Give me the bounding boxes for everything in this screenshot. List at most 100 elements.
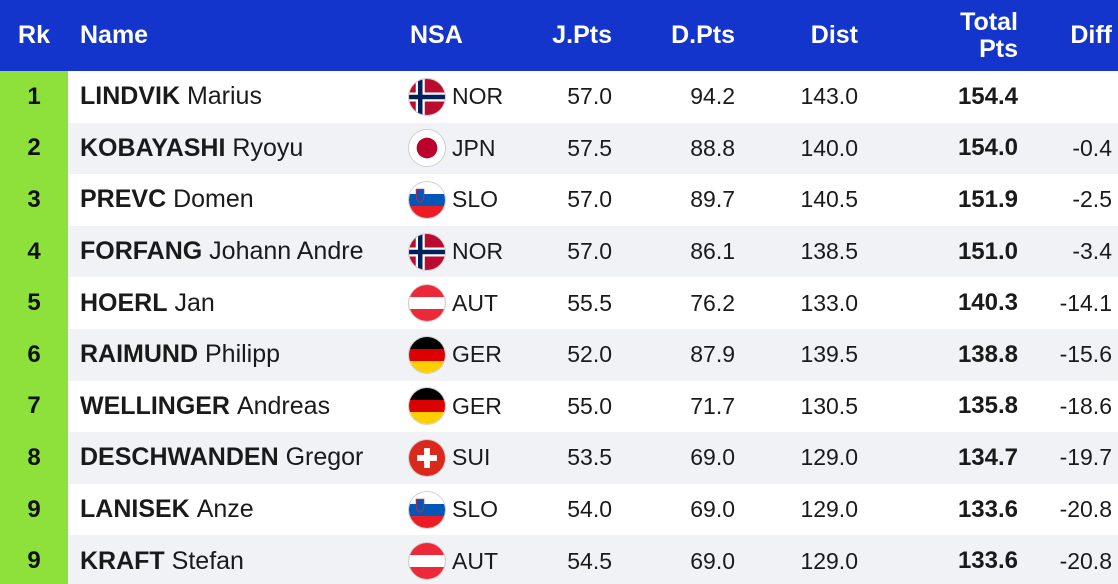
jump-points: 55.5 xyxy=(567,289,612,316)
nation-code: AUT xyxy=(452,547,498,574)
nation-code: JPN xyxy=(452,134,496,161)
points-difference: -20.8 xyxy=(1059,547,1112,574)
nation-cell: NOR xyxy=(408,226,503,278)
distance: 129.0 xyxy=(800,496,858,523)
rank-cell: 2 xyxy=(0,122,68,175)
jump-points: 54.5 xyxy=(567,547,612,574)
distance: 133.0 xyxy=(800,289,858,316)
athlete-name[interactable]: RAIMUND Philipp xyxy=(80,329,280,381)
header-jump-points[interactable]: J.Pts xyxy=(552,21,612,49)
jump-points: 57.5 xyxy=(567,134,612,161)
table-row[interactable]: 6 RAIMUND Philipp GER 52.0 87.9 139.5 138.8 -15… xyxy=(0,328,1118,381)
germany-flag-icon xyxy=(408,387,446,426)
distance-points: 69.0 xyxy=(690,444,735,471)
total-points: 135.8 xyxy=(957,392,1018,420)
points-difference: -14.1 xyxy=(1059,289,1112,316)
rank-cell: 7 xyxy=(0,380,68,433)
distance-points: 94.2 xyxy=(690,83,735,110)
nation-cell: SLO xyxy=(408,174,498,226)
header-name[interactable]: Name xyxy=(80,21,149,49)
nation-cell: AUT xyxy=(408,535,498,584)
nation-cell: SLO xyxy=(408,484,498,536)
rank-cell: 4 xyxy=(0,225,68,278)
austria-flag-icon xyxy=(408,542,446,581)
table-row[interactable]: 8 DESCHWANDEN Gregor SUI 53.5 69.0 129.0 134.7… xyxy=(0,432,1118,484)
distance: 140.5 xyxy=(800,186,858,213)
athlete-name[interactable]: HOERL Jan xyxy=(80,277,215,329)
header-total-points[interactable]: Total Pts xyxy=(920,0,1018,71)
header-distance-points[interactable]: D.Pts xyxy=(671,21,735,49)
total-points: 133.6 xyxy=(957,547,1018,575)
table-row[interactable]: 9 KRAFT Stefan AUT 54.5 69.0 129.0 133.6 -20.8 xyxy=(0,535,1118,584)
nation-cell: SUI xyxy=(408,432,490,484)
switzerland-flag-icon xyxy=(408,438,446,477)
table-row[interactable]: 9 LANISEK Anze SLO 54.0 69.0 129.0 133.6 -20.8 xyxy=(0,483,1118,536)
athlete-last-name: PREVC xyxy=(80,185,167,214)
athlete-name[interactable]: FORFANG Johann Andre xyxy=(80,226,363,278)
points-difference: -19.7 xyxy=(1059,444,1112,471)
norway-flag-icon xyxy=(408,232,446,271)
athlete-last-name: KRAFT xyxy=(80,546,165,575)
athlete-name[interactable]: LANISEK Anze xyxy=(80,484,254,536)
points-difference: -2.5 xyxy=(1072,186,1112,213)
athlete-last-name: LINDVIK xyxy=(80,82,180,111)
points-difference: -15.6 xyxy=(1059,341,1112,368)
distance-points: 69.0 xyxy=(690,547,735,574)
header-nsa[interactable]: NSA xyxy=(410,21,463,49)
nation-code: GER xyxy=(452,341,502,368)
jump-points: 57.0 xyxy=(567,238,612,265)
athlete-name[interactable]: DESCHWANDEN Gregor xyxy=(80,432,363,484)
total-points: 134.7 xyxy=(957,443,1018,471)
distance: 140.0 xyxy=(800,134,858,161)
athlete-name[interactable]: PREVC Domen xyxy=(80,174,254,226)
athlete-last-name: HOERL xyxy=(80,288,168,317)
points-difference: -18.6 xyxy=(1059,392,1112,419)
header-diff[interactable]: Diff xyxy=(1070,21,1112,49)
athlete-name[interactable]: KOBAYASHI Ryoyu xyxy=(80,123,303,175)
athlete-first-name: Jan xyxy=(174,288,215,317)
distance: 139.5 xyxy=(800,341,858,368)
slovenia-flag-icon xyxy=(408,490,446,529)
distance: 138.5 xyxy=(800,238,858,265)
rank-cell: 8 xyxy=(0,432,68,484)
table-row[interactable]: 1 LINDVIK Marius NOR 57.0 94.2 143.0 154.4 xyxy=(0,71,1118,123)
total-points: 151.0 xyxy=(957,237,1018,265)
header-rank[interactable]: Rk xyxy=(18,21,50,49)
distance-points: 86.1 xyxy=(690,238,735,265)
distance: 129.0 xyxy=(800,444,858,471)
total-points: 138.8 xyxy=(957,340,1018,368)
athlete-last-name: LANISEK xyxy=(80,495,190,524)
distance-points: 69.0 xyxy=(690,496,735,523)
athlete-name[interactable]: KRAFT Stefan xyxy=(80,535,244,584)
distance: 130.5 xyxy=(800,392,858,419)
nation-code: GER xyxy=(452,392,502,419)
total-points: 151.9 xyxy=(957,185,1018,213)
nation-cell: GER xyxy=(408,381,502,433)
nation-cell: NOR xyxy=(408,71,503,123)
rank-cell: 6 xyxy=(0,328,68,381)
table-row[interactable]: 4 FORFANG Johann Andre NOR 57.0 86.1 138.5 151… xyxy=(0,225,1118,278)
nation-cell: AUT xyxy=(408,277,498,329)
nation-cell: GER xyxy=(408,329,502,381)
points-difference xyxy=(1030,71,1112,123)
japan-flag-icon xyxy=(408,129,446,168)
nation-code: SLO xyxy=(452,496,499,523)
rank-cell: 9 xyxy=(0,483,68,536)
points-difference: -3.4 xyxy=(1072,238,1112,265)
table-row[interactable]: 3 PREVC Domen SLO 57.0 89.7 140.5 151.9 -2.5 xyxy=(0,174,1118,226)
athlete-name[interactable]: LINDVIK Marius xyxy=(80,71,262,123)
athlete-name[interactable]: WELLINGER Andreas xyxy=(80,381,330,433)
distance-points: 89.7 xyxy=(690,186,735,213)
header-distance[interactable]: Dist xyxy=(810,21,858,49)
header-total-line1: Total xyxy=(960,7,1018,36)
athlete-last-name: WELLINGER xyxy=(80,391,230,420)
distance-points: 88.8 xyxy=(690,134,735,161)
athlete-last-name: FORFANG xyxy=(80,237,203,266)
athlete-last-name: RAIMUND xyxy=(80,340,199,369)
table-row[interactable]: 7 WELLINGER Andreas GER 55.0 71.7 130.5 135.8-… xyxy=(0,380,1118,433)
table-row[interactable]: 5 HOERL Jan AUT 55.5 76.2 133.0 140.3 -14.1 xyxy=(0,277,1118,329)
table-row[interactable]: 2 KOBAYASHI Ryoyu JPN 57.5 88.8 140.0 154.0 -0.… xyxy=(0,122,1118,175)
rank-cell: 9 xyxy=(0,535,68,584)
nation-code: SUI xyxy=(452,444,491,471)
jump-points: 55.0 xyxy=(567,392,612,419)
